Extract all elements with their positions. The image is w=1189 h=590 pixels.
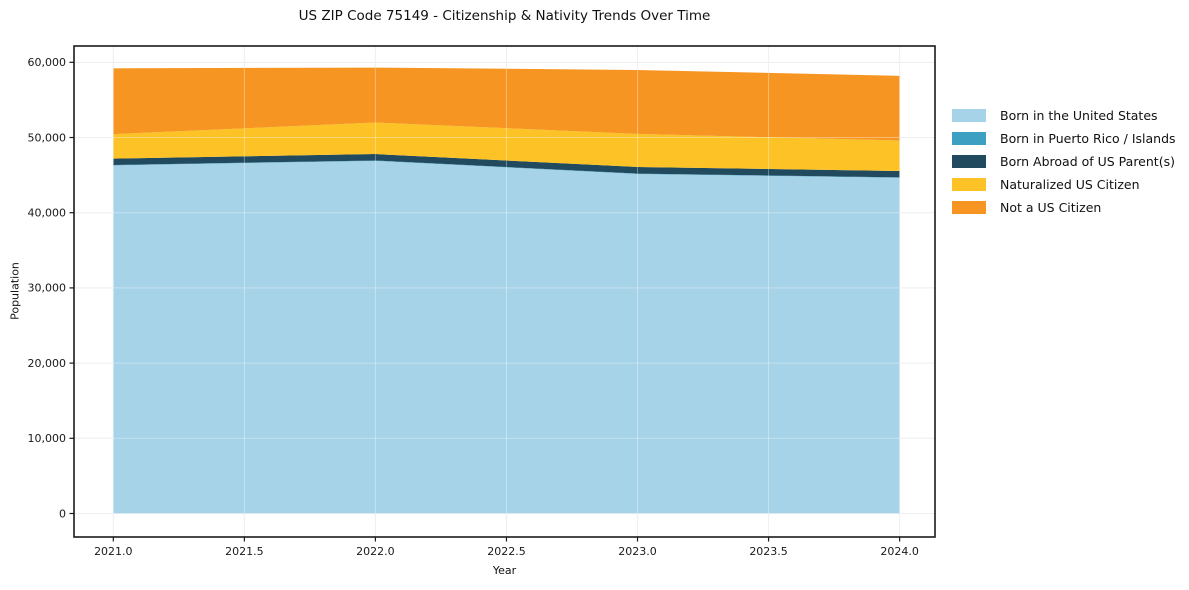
- y-tick-label: 20,000: [28, 357, 67, 370]
- chart-title: US ZIP Code 75149 - Citizenship & Nativi…: [298, 8, 711, 24]
- x-tick-label: 2024.0: [880, 545, 919, 558]
- x-tick-label: 2023.0: [618, 545, 657, 558]
- legend-item: Born in the United States: [952, 104, 1176, 127]
- legend-swatch: [952, 132, 986, 145]
- legend-label: Born in Puerto Rico / Islands: [1000, 131, 1176, 146]
- legend-swatch: [952, 201, 986, 214]
- legend-item: Naturalized US Citizen: [952, 173, 1176, 196]
- legend-label: Not a US Citizen: [1000, 200, 1102, 215]
- legend: Born in the United States Born in Puerto …: [952, 104, 1176, 219]
- y-tick-label: 50,000: [28, 131, 67, 144]
- plot-frame: [73, 45, 936, 538]
- legend-item: Born Abroad of US Parent(s): [952, 150, 1176, 173]
- x-tick-label: 2021.0: [94, 545, 133, 558]
- y-tick-label: 40,000: [28, 207, 67, 220]
- area-series-not-a-us-citizen: [113, 67, 900, 141]
- legend-label: Naturalized US Citizen: [1000, 177, 1140, 192]
- legend-swatch: [952, 155, 986, 168]
- y-tick-label: 0: [59, 507, 66, 520]
- legend-swatch: [952, 178, 986, 191]
- x-axis-label: Year: [492, 564, 517, 577]
- legend-swatch: [952, 109, 986, 122]
- y-tick-label: 60,000: [28, 56, 67, 69]
- area-series-naturalized-us-citizen: [113, 122, 900, 171]
- area-series-born-in-the-united-states: [113, 160, 900, 514]
- legend-label: Born in the United States: [1000, 108, 1158, 123]
- legend-label: Born Abroad of US Parent(s): [1000, 154, 1175, 169]
- legend-item: Born in Puerto Rico / Islands: [952, 127, 1176, 150]
- x-tick-label: 2022.5: [487, 545, 526, 558]
- x-tick-label: 2021.5: [225, 545, 264, 558]
- area-series-born-abroad-of-us-parent-s: [113, 154, 900, 178]
- x-tick-label: 2023.5: [749, 545, 788, 558]
- y-tick-label: 10,000: [28, 432, 67, 445]
- legend-item: Not a US Citizen: [952, 196, 1176, 219]
- y-tick-label: 30,000: [28, 282, 67, 295]
- x-tick-label: 2022.0: [356, 545, 395, 558]
- y-axis-label: Population: [8, 262, 22, 320]
